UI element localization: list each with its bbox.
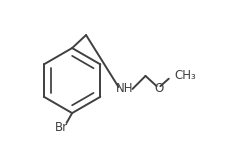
Text: Br: Br [55,120,68,134]
Text: O: O [153,81,162,94]
Text: NH: NH [116,81,133,94]
Text: CH₃: CH₃ [173,69,195,82]
